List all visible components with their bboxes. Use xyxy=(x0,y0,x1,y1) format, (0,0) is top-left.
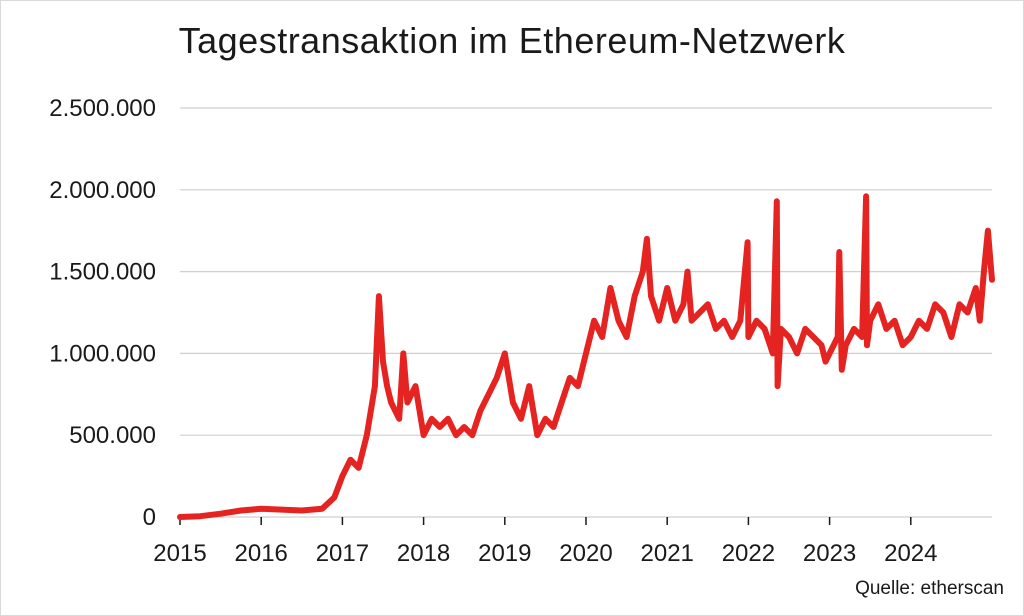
x-tick-label: 2016 xyxy=(235,540,288,567)
x-tick-label: 2020 xyxy=(559,540,612,567)
series-line xyxy=(177,193,995,520)
y-tick-label: 1.000.000 xyxy=(49,340,156,367)
x-tick-label: 2015 xyxy=(153,540,206,567)
series-layer xyxy=(177,193,995,520)
y-tick-label: 500.000 xyxy=(69,422,156,449)
x-tick-label: 2023 xyxy=(803,540,856,567)
x-tick-label: 2024 xyxy=(884,540,937,567)
x-tick-label: 2021 xyxy=(641,540,694,567)
x-tick-label: 2017 xyxy=(316,540,369,567)
x-tick-label: 2022 xyxy=(722,540,775,567)
x-tick-label: 2019 xyxy=(478,540,531,567)
y-tick-labels: 0 500.000 1.000.000 1.500.000 2.000.000 2.500… xyxy=(49,95,156,531)
y-tick-label: 0 xyxy=(143,504,156,531)
x-tick-marks xyxy=(179,517,912,525)
source-note: Quelle: etherscan xyxy=(855,578,1004,599)
x-tick-label: 2018 xyxy=(397,540,450,567)
y-tick-label: 2.000.000 xyxy=(49,177,156,204)
chart-title: Tagestransaktion im Ethereum-Netzwerk xyxy=(178,20,846,61)
y-tick-label: 2.500.000 xyxy=(49,95,156,122)
gridlines xyxy=(180,107,992,518)
x-tick-labels: 2015 2016 2017 2018 2019 2020 2021 2022 2023 2024 xyxy=(153,540,937,567)
y-tick-label: 1.500.000 xyxy=(49,259,156,286)
